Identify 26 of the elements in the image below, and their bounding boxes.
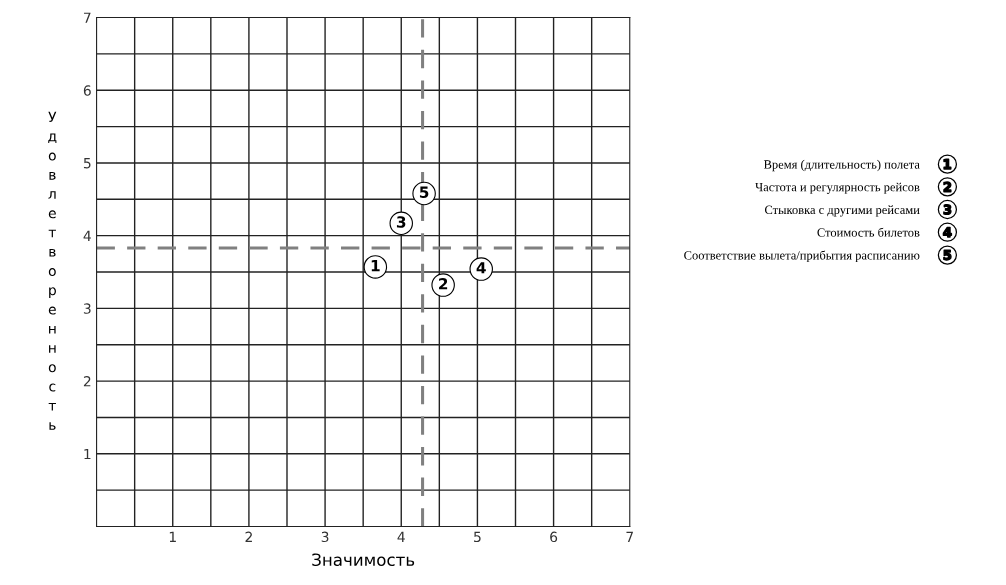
annotation: 5 [419, 186, 429, 198]
annotation: 2 [439, 277, 448, 290]
x-tick-label: 2 [245, 531, 252, 542]
legend-label: Время (длительность) полета [763, 159, 920, 172]
y-tick-label: 2 [83, 376, 91, 387]
legend-label: Стоимость билетов [817, 227, 920, 237]
legend-label: Частота и регулярность рейсов [755, 182, 920, 194]
annotation: 3 [396, 216, 406, 228]
annotation: 4 [476, 262, 486, 274]
x-tick-label: 3 [321, 531, 329, 543]
x-tick-label: 5 [474, 531, 481, 543]
y-tick-label: 7 [84, 12, 91, 23]
x-tick-label: 7 [626, 531, 633, 542]
y-tick-label: 1 [84, 448, 91, 460]
x-tick-label: 4 [397, 531, 405, 542]
x-tick-label: 1 [169, 531, 176, 542]
legend-label: Стыковка с другими рейсами [765, 205, 920, 217]
y-tick-label: 4 [83, 230, 91, 241]
x-tick-label: 6 [550, 531, 558, 543]
y-tick-label: 3 [83, 303, 91, 314]
x-axis-title: Значимость [312, 553, 415, 567]
y-tick-label: 5 [83, 158, 91, 169]
annotation: 1 [371, 260, 380, 272]
text: Удовлетворенность [48, 111, 57, 430]
legend-label: Соответствие вылета/прибытия расписанию [684, 250, 920, 263]
y-tick-label: 6 [83, 85, 91, 96]
